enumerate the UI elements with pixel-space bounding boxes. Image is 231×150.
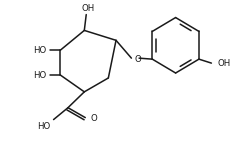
Text: HO: HO xyxy=(37,122,51,131)
Text: O: O xyxy=(91,114,97,123)
Text: OH: OH xyxy=(82,4,95,13)
Text: HO: HO xyxy=(33,46,47,55)
Text: HO: HO xyxy=(33,70,47,80)
Text: OH: OH xyxy=(217,59,231,68)
Text: O: O xyxy=(135,55,142,64)
